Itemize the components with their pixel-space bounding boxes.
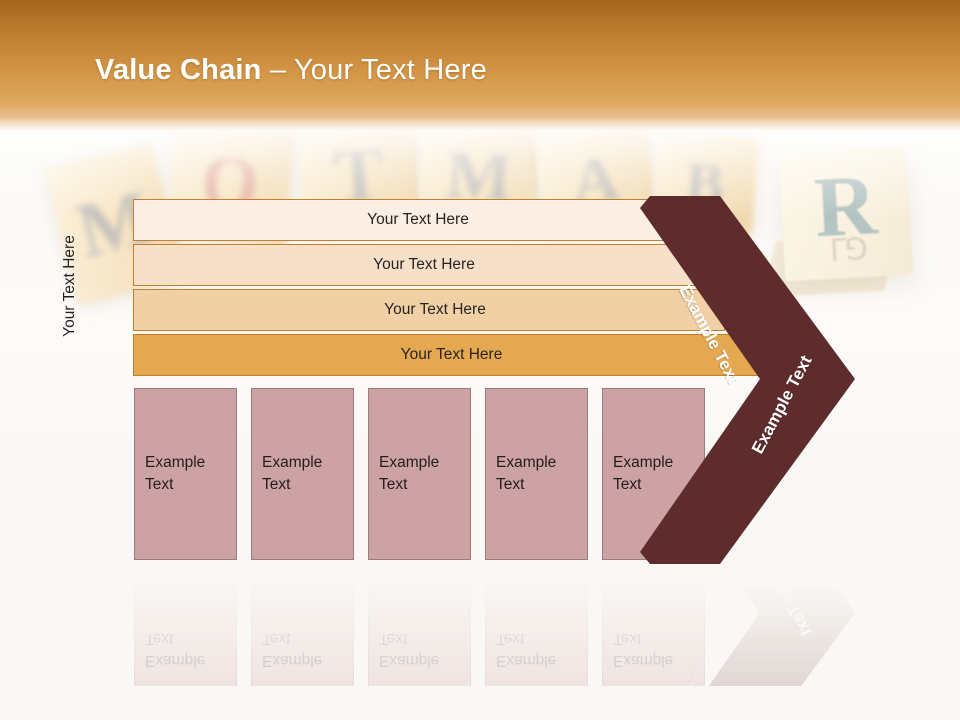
- support-bar-3[interactable]: Your Text Here: [133, 289, 725, 331]
- primary-activity-label: Example Text: [145, 452, 205, 497]
- reflection-label: Example Text: [262, 627, 322, 672]
- primary-activity-label: Example Text: [262, 452, 322, 497]
- primary-activity-line2: Text: [613, 476, 642, 493]
- primary-activity-label: Example Text: [379, 452, 439, 497]
- reflection-line2: Text: [613, 630, 642, 647]
- primary-activity-line1: Example: [262, 453, 323, 471]
- vertical-axis-label: Your Text Here: [61, 235, 78, 337]
- reflection-label: Example Text: [145, 627, 205, 672]
- reflection-line2: Text: [262, 630, 291, 647]
- primary-activity-box-4[interactable]: Example Text: [485, 388, 588, 560]
- primary-activity-line2: Text: [262, 476, 291, 493]
- support-bar-label: Your Text Here: [367, 211, 469, 228]
- support-bar-4[interactable]: Your Text Here: [133, 334, 758, 376]
- primary-activity-label: Example Text: [613, 452, 673, 497]
- reflection-line1: Example: [496, 652, 557, 670]
- primary-activity-line1: Example: [496, 453, 557, 471]
- primary-activity-line1: Example: [145, 453, 206, 471]
- support-bar-2[interactable]: Your Text Here: [133, 244, 703, 286]
- chevron-arrow-group: Example Text Example Text: [640, 196, 860, 564]
- reflection-line1: Example: [262, 652, 323, 670]
- reflection-line2: Text: [379, 630, 408, 647]
- primary-activity-box-1[interactable]: Example Text: [134, 388, 237, 560]
- primary-activity-line1: Example: [613, 453, 674, 471]
- floor-fill: [0, 686, 960, 720]
- header-band: Value Chain – Your Text Here: [0, 0, 960, 130]
- reflection-line2: Text: [496, 630, 525, 647]
- support-bar-label: Your Text Here: [384, 301, 486, 318]
- support-bar-1[interactable]: Your Text Here: [133, 199, 691, 241]
- reflection-line1: Example: [379, 652, 440, 670]
- primary-activity-line2: Text: [145, 476, 174, 493]
- primary-activity-line2: Text: [379, 476, 408, 493]
- support-bar-label: Your Text Here: [373, 256, 475, 273]
- reflection-line2: Text: [145, 630, 174, 647]
- primary-activity-line2: Text: [496, 476, 525, 493]
- support-bars-group: Your Text Here Your Text Here Your Text …: [133, 199, 773, 379]
- reflection-line1: Example: [145, 652, 206, 670]
- chevron-arrow-icon[interactable]: [640, 196, 860, 564]
- primary-activity-line1: Example: [379, 453, 440, 471]
- page-title: Value Chain – Your Text Here: [95, 54, 487, 87]
- reflection-label: Example Text: [496, 627, 556, 672]
- title-bold-part: Value Chain: [95, 54, 262, 86]
- title-separator: –: [261, 54, 294, 86]
- primary-activity-box-2[interactable]: Example Text: [251, 388, 354, 560]
- title-light-part: Your Text Here: [293, 54, 487, 86]
- reflection-label: Example Text: [379, 627, 439, 672]
- support-bar-label: Your Text Here: [400, 346, 503, 363]
- primary-activity-label: Example Text: [496, 452, 556, 497]
- primary-activity-box-3[interactable]: Example Text: [368, 388, 471, 560]
